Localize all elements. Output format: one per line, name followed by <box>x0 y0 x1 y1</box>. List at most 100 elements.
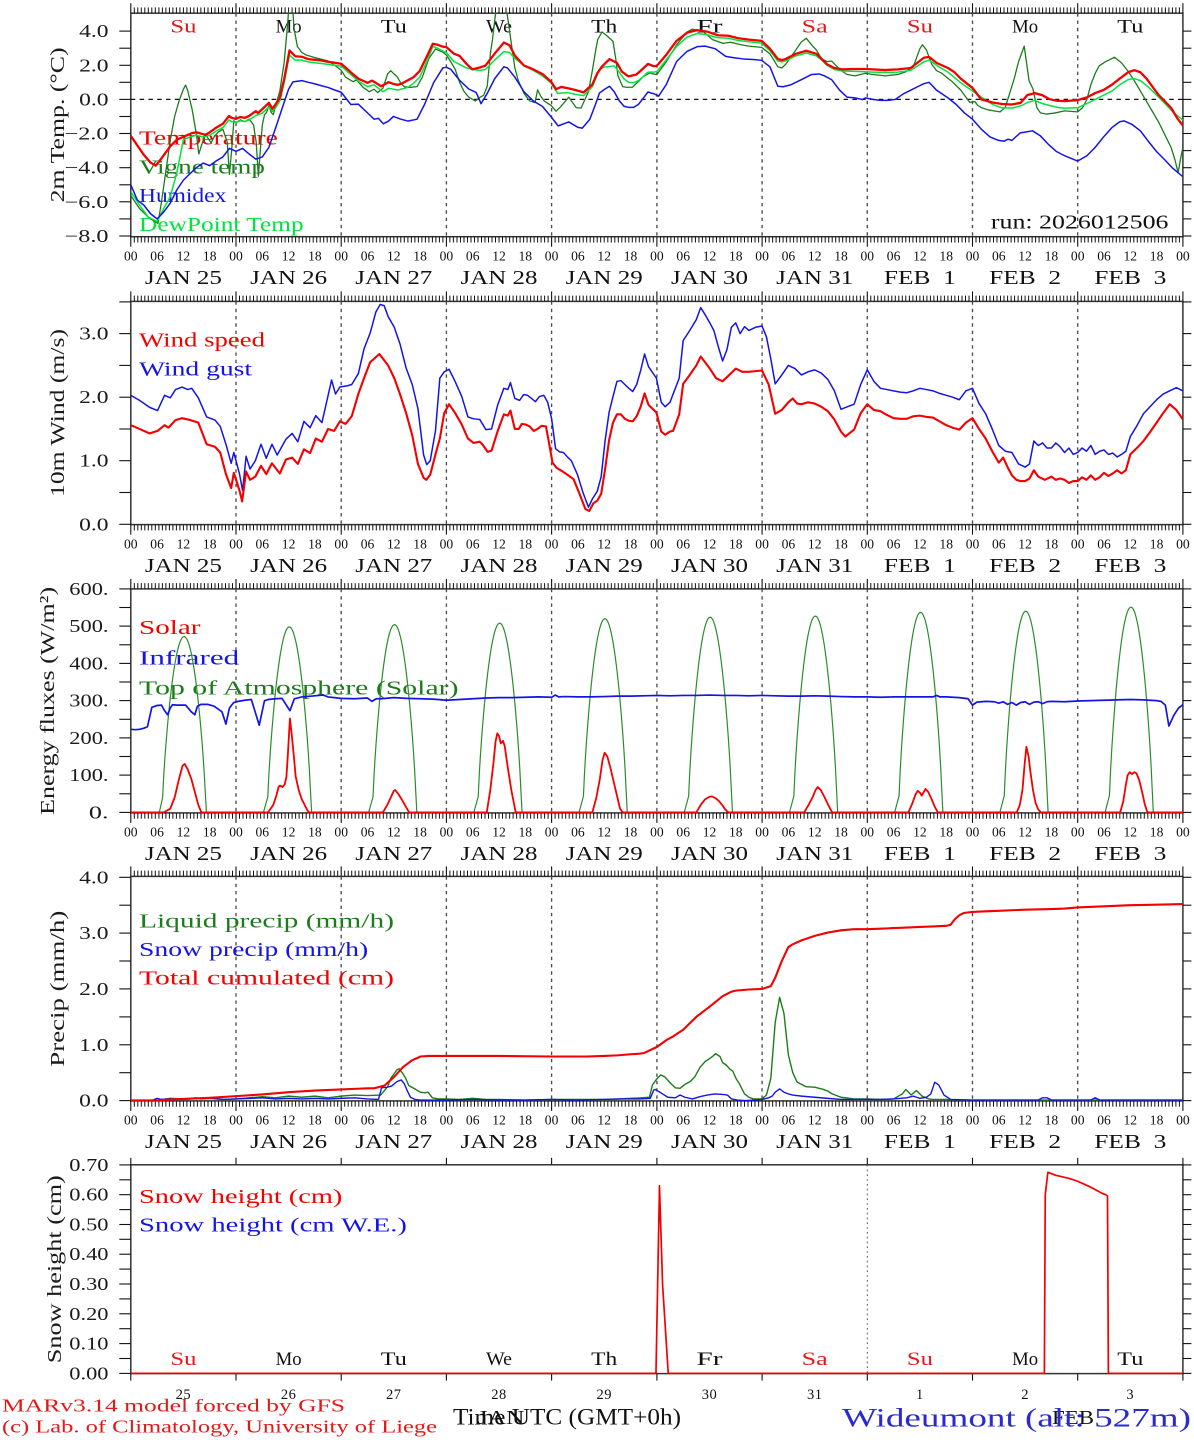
svg-text:06: 06 <box>887 1113 901 1128</box>
svg-text:JAN 30: JAN 30 <box>671 555 748 577</box>
svg-text:06: 06 <box>256 825 270 840</box>
svg-text:06: 06 <box>1097 536 1111 551</box>
svg-text:00: 00 <box>1071 825 1085 840</box>
svg-text:12: 12 <box>703 1113 717 1128</box>
svg-text:12: 12 <box>387 1113 401 1128</box>
svg-text:Th: Th <box>591 17 618 38</box>
svg-text:Sa: Sa <box>802 1349 829 1370</box>
svg-text:1: 1 <box>916 1387 924 1403</box>
svg-text:12: 12 <box>1018 536 1032 551</box>
svg-text:JAN 25: JAN 25 <box>145 843 222 865</box>
svg-text:00: 00 <box>650 536 664 551</box>
svg-text:06: 06 <box>256 248 270 263</box>
svg-text:JAN 31: JAN 31 <box>776 1131 853 1153</box>
svg-text:300.: 300. <box>69 691 108 711</box>
svg-text:JAN 26: JAN 26 <box>250 843 327 865</box>
svg-text:00: 00 <box>124 825 138 840</box>
svg-text:FEB: FEB <box>1052 1408 1094 1429</box>
svg-text:12: 12 <box>177 248 191 263</box>
svg-text:06: 06 <box>887 248 901 263</box>
svg-text:12: 12 <box>492 248 506 263</box>
svg-text:18: 18 <box>519 536 533 551</box>
svg-text:JAN 31: JAN 31 <box>776 267 853 289</box>
svg-text:06: 06 <box>571 1113 585 1128</box>
svg-text:run: 2026012506: run: 2026012506 <box>991 212 1169 234</box>
svg-text:12: 12 <box>282 825 296 840</box>
svg-text:12: 12 <box>808 825 822 840</box>
svg-text:06: 06 <box>676 825 690 840</box>
svg-text:Wind gust: Wind gust <box>139 359 252 381</box>
svg-text:00: 00 <box>650 248 664 263</box>
svg-text:Su: Su <box>170 17 197 38</box>
svg-text:Solar: Solar <box>139 617 201 639</box>
svg-text:00: 00 <box>545 825 559 840</box>
svg-text:JAN 29: JAN 29 <box>566 555 643 577</box>
svg-text:06: 06 <box>1097 825 1111 840</box>
svg-text:FEB 3: FEB 3 <box>1094 1131 1166 1153</box>
svg-text:DewPoint Temp: DewPoint Temp <box>139 214 304 236</box>
svg-text:00: 00 <box>440 536 454 551</box>
svg-text:Tu: Tu <box>381 17 408 38</box>
svg-text:28: 28 <box>491 1387 507 1403</box>
svg-text:We: We <box>486 17 512 38</box>
svg-text:12: 12 <box>913 536 927 551</box>
svg-text:0.20: 0.20 <box>69 1304 109 1324</box>
svg-text:18: 18 <box>519 825 533 840</box>
svg-text:Mo: Mo <box>276 1349 302 1370</box>
svg-text:00: 00 <box>1071 536 1085 551</box>
svg-text:18: 18 <box>1045 536 1059 551</box>
svg-text:JAN 30: JAN 30 <box>671 843 748 865</box>
svg-text:06: 06 <box>150 536 164 551</box>
svg-text:2.0: 2.0 <box>79 55 109 75</box>
svg-text:12: 12 <box>913 1113 927 1128</box>
svg-text:12: 12 <box>1018 825 1032 840</box>
svg-text:00: 00 <box>1071 248 1085 263</box>
svg-text:00: 00 <box>334 825 348 840</box>
svg-text:0.70: 0.70 <box>69 1155 109 1175</box>
svg-text:JAN 29: JAN 29 <box>566 843 643 865</box>
svg-text:18: 18 <box>1045 248 1059 263</box>
svg-text:Mo: Mo <box>1012 1349 1038 1370</box>
svg-text:18: 18 <box>624 825 638 840</box>
svg-text:MARv3.14 model forced by GFS: MARv3.14 model forced by GFS <box>2 1396 345 1416</box>
svg-text:06: 06 <box>676 1113 690 1128</box>
svg-text:00: 00 <box>229 825 243 840</box>
svg-text:12: 12 <box>1018 248 1032 263</box>
svg-text:12: 12 <box>282 536 296 551</box>
svg-text:−4.0: −4.0 <box>65 158 109 178</box>
svg-text:25: 25 <box>176 1387 192 1403</box>
svg-text:12: 12 <box>1124 536 1138 551</box>
svg-text:18: 18 <box>413 248 427 263</box>
svg-text:600.: 600. <box>69 579 108 599</box>
svg-text:JAN 27: JAN 27 <box>355 843 432 865</box>
svg-text:500.: 500. <box>69 616 108 636</box>
svg-text:18: 18 <box>1150 825 1164 840</box>
svg-text:06: 06 <box>571 248 585 263</box>
svg-text:12: 12 <box>492 1113 506 1128</box>
svg-text:FEB 2: FEB 2 <box>989 843 1061 865</box>
svg-text:Snow height (cm): Snow height (cm) <box>44 1175 66 1363</box>
svg-text:18: 18 <box>308 825 322 840</box>
svg-text:18: 18 <box>203 248 217 263</box>
svg-text:18: 18 <box>519 1113 533 1128</box>
svg-text:18: 18 <box>939 248 953 263</box>
svg-text:12: 12 <box>282 1113 296 1128</box>
svg-text:2m Temp. (°C): 2m Temp. (°C) <box>47 47 69 202</box>
svg-text:18: 18 <box>834 536 848 551</box>
svg-text:Humidex: Humidex <box>139 185 226 207</box>
svg-text:−6.0: −6.0 <box>65 192 109 212</box>
svg-text:18: 18 <box>834 248 848 263</box>
svg-text:00: 00 <box>1176 536 1190 551</box>
svg-text:12: 12 <box>703 248 717 263</box>
svg-text:29: 29 <box>596 1387 612 1403</box>
svg-text:06: 06 <box>992 536 1006 551</box>
svg-text:18: 18 <box>519 248 533 263</box>
svg-text:18: 18 <box>1150 248 1164 263</box>
svg-text:JAN 25: JAN 25 <box>145 555 222 577</box>
svg-text:12: 12 <box>1124 248 1138 263</box>
svg-text:06: 06 <box>782 1113 796 1128</box>
svg-text:10m Wind (m/s): 10m Wind (m/s) <box>47 329 69 497</box>
svg-text:JAN 31: JAN 31 <box>776 843 853 865</box>
svg-text:00: 00 <box>650 1113 664 1128</box>
svg-text:00: 00 <box>966 825 980 840</box>
